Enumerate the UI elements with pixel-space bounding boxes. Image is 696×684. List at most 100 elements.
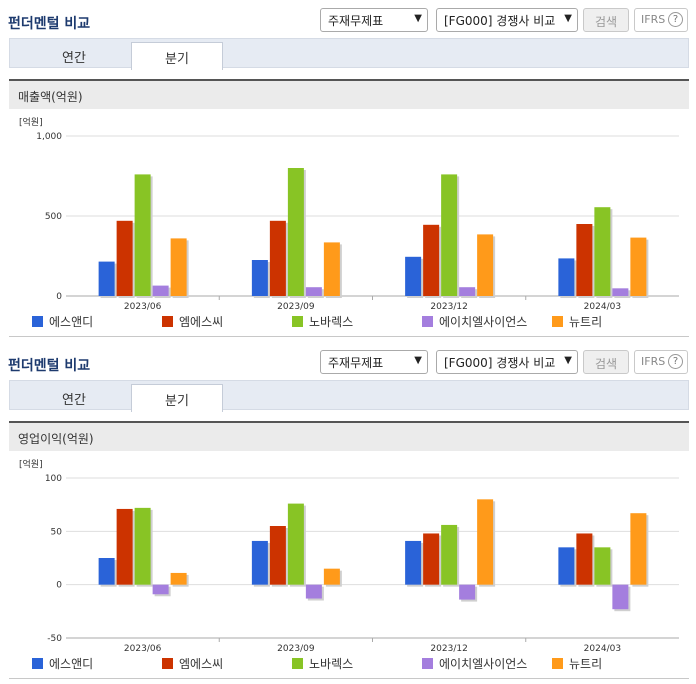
panel-header: 펀더멘털 비교 주재무제표 ▼ [FG000] 경쟁사 비교 ▼ 검색 IFRS… xyxy=(0,342,696,380)
bar-2-4 xyxy=(477,234,494,296)
bar-3-1 xyxy=(576,533,593,585)
statement-select[interactable]: 주재무제표 ▼ xyxy=(320,350,428,374)
y-axis-unit-label: [억원] xyxy=(19,116,43,128)
peer-select[interactable]: [FG000] 경쟁사 비교 ▼ xyxy=(436,8,578,32)
legend-item: 엠에스씨 xyxy=(162,313,223,330)
ifrs-button[interactable]: IFRS ? xyxy=(634,350,688,374)
legend-swatch xyxy=(32,316,43,327)
period-tabs: 연간 분기 xyxy=(9,38,689,70)
legend-swatch xyxy=(422,316,433,327)
legend-label: 노바렉스 xyxy=(309,315,354,329)
chart-legend: 에스앤디 엠에스씨 노바렉스 에이치엘사이언스 뉴트리 xyxy=(0,655,696,673)
x-tick-label: 2023/09 xyxy=(277,302,315,310)
bar-3-0 xyxy=(558,258,575,296)
x-tick-label: 2023/06 xyxy=(124,644,162,652)
legend-label: 에이치엘사이언스 xyxy=(439,315,528,329)
x-tick-label: 2024/03 xyxy=(584,644,621,652)
statement-select[interactable]: 주재무제표 ▼ xyxy=(320,8,428,32)
panel-title: 펀더멘털 비교 xyxy=(8,16,91,32)
metric-title: 영업이익(억원) xyxy=(18,432,94,446)
bar-3-3 xyxy=(612,288,629,296)
bar-0-1 xyxy=(116,508,133,585)
help-icon[interactable]: ? xyxy=(668,354,683,369)
legend-item: 엠에스씨 xyxy=(162,655,223,672)
bar-1-4 xyxy=(323,568,340,585)
divider xyxy=(9,336,689,337)
bar-0-1 xyxy=(116,220,133,296)
bar-3-2 xyxy=(594,207,611,296)
ifrs-label: IFRS xyxy=(641,355,666,368)
legend-swatch xyxy=(552,658,563,669)
bar-3-2 xyxy=(594,547,611,585)
tab-annual[interactable]: 연간 xyxy=(62,51,86,66)
bar-1-0 xyxy=(251,540,268,585)
bar-1-3 xyxy=(305,584,322,599)
bar-2-1 xyxy=(423,533,440,585)
bar-2-0 xyxy=(405,256,422,296)
bar-1-1 xyxy=(269,526,286,585)
bar-2-2 xyxy=(441,524,458,585)
metric-header: 매출액(억원) xyxy=(9,79,689,109)
bar-0-2 xyxy=(134,174,151,296)
bar-2-3 xyxy=(459,584,476,600)
statement-select-value: 주재무제표 xyxy=(328,356,384,370)
panel-revenue: 펀더멘털 비교 주재무제표 ▼ [FG000] 경쟁사 비교 ▼ 검색 IFRS… xyxy=(0,0,696,337)
y-axis-unit-label: [억원] xyxy=(19,458,43,470)
legend-label: 뉴트리 xyxy=(569,315,603,329)
bar-1-1 xyxy=(269,220,286,296)
peer-select[interactable]: [FG000] 경쟁사 비교 ▼ xyxy=(436,350,578,374)
ifrs-button[interactable]: IFRS ? xyxy=(634,8,688,32)
bar-2-2 xyxy=(441,174,458,296)
panel-header: 펀더멘털 비교 주재무제표 ▼ [FG000] 경쟁사 비교 ▼ 검색 IFRS… xyxy=(0,0,696,38)
peer-select-value: [FG000] 경쟁사 비교 xyxy=(444,14,556,28)
bar-1-4 xyxy=(323,242,340,296)
bar-2-4 xyxy=(477,499,494,585)
bar-1-2 xyxy=(287,503,304,585)
x-tick-label: 2023/12 xyxy=(430,644,467,652)
legend-swatch xyxy=(292,316,303,327)
chart-legend: 에스앤디 엠에스씨 노바렉스 에이치엘사이언스 뉴트리 xyxy=(0,313,696,331)
legend-swatch xyxy=(162,658,173,669)
bar-3-4 xyxy=(630,513,647,585)
bar-0-0 xyxy=(98,261,115,296)
legend-label: 에이치엘사이언스 xyxy=(439,657,528,671)
legend-swatch xyxy=(422,658,433,669)
legend-item: 에이치엘사이언스 xyxy=(422,655,527,672)
bar-0-4 xyxy=(170,238,187,296)
period-tabs: 연간 분기 xyxy=(9,380,689,412)
panel-operating-profit: 펀더멘털 비교 주재무제표 ▼ [FG000] 경쟁사 비교 ▼ 검색 IFRS… xyxy=(0,342,696,679)
chevron-down-icon: ▼ xyxy=(564,13,572,24)
chevron-down-icon: ▼ xyxy=(414,13,422,24)
bar-0-0 xyxy=(98,558,115,585)
tab-quarterly[interactable]: 분기 xyxy=(131,384,223,412)
panel-title: 펀더멘털 비교 xyxy=(8,358,91,374)
legend-label: 노바렉스 xyxy=(309,657,354,671)
chevron-down-icon: ▼ xyxy=(414,355,422,366)
bar-3-0 xyxy=(558,547,575,585)
search-button[interactable]: 검색 xyxy=(583,8,629,32)
legend-label: 에스앤디 xyxy=(49,657,94,671)
tab-quarterly[interactable]: 분기 xyxy=(131,42,223,70)
y-tick-label: 100 xyxy=(45,474,62,484)
bar-0-3 xyxy=(152,285,169,296)
y-tick-label: 1,000 xyxy=(36,132,62,142)
bar-1-2 xyxy=(287,168,304,296)
help-icon[interactable]: ? xyxy=(668,12,683,27)
bar-2-0 xyxy=(405,540,422,585)
legend-item: 노바렉스 xyxy=(292,655,353,672)
bar-1-0 xyxy=(251,260,268,296)
bar-2-3 xyxy=(459,287,476,296)
legend-item: 에스앤디 xyxy=(32,655,93,672)
search-button[interactable]: 검색 xyxy=(583,350,629,374)
y-tick-label: 0 xyxy=(56,292,62,302)
revenue-chart: [억원] 0 500 1,000 2023/06 2023/09 2023/12 2024/0… xyxy=(19,116,679,310)
legend-swatch xyxy=(292,658,303,669)
chevron-down-icon: ▼ xyxy=(564,355,572,366)
legend-item: 뉴트리 xyxy=(552,313,602,330)
legend-swatch xyxy=(162,316,173,327)
x-tick-label: 2023/12 xyxy=(430,302,467,310)
legend-label: 엠에스씨 xyxy=(179,315,224,329)
tab-annual[interactable]: 연간 xyxy=(62,393,86,408)
y-tick-label: -50 xyxy=(47,634,62,644)
metric-title: 매출액(억원) xyxy=(18,90,83,104)
